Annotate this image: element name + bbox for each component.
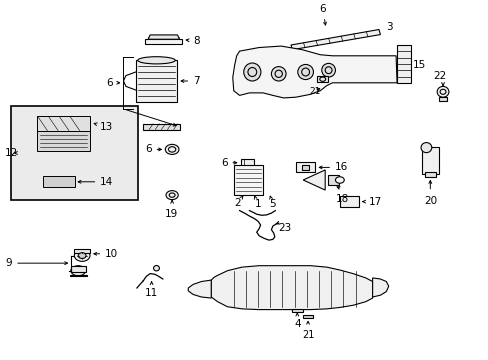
Text: 19: 19 (164, 209, 178, 219)
Ellipse shape (297, 64, 313, 80)
Ellipse shape (243, 63, 261, 81)
Bar (71, 266, 85, 272)
Ellipse shape (271, 67, 285, 81)
Bar (143, 124, 180, 130)
Polygon shape (148, 35, 179, 39)
Bar (240, 159, 254, 166)
Text: 20: 20 (423, 196, 436, 206)
Bar (43, 176, 74, 187)
Text: 7: 7 (181, 76, 200, 86)
Text: 1: 1 (254, 196, 261, 210)
Ellipse shape (153, 266, 159, 271)
Polygon shape (37, 131, 90, 151)
Bar (327, 175, 338, 185)
Bar (438, 97, 447, 101)
Polygon shape (303, 170, 325, 190)
Text: 3: 3 (386, 22, 392, 32)
Text: 18: 18 (335, 194, 348, 204)
Polygon shape (211, 266, 372, 310)
Ellipse shape (71, 266, 85, 276)
Ellipse shape (335, 177, 344, 183)
Text: 21: 21 (309, 87, 321, 96)
Polygon shape (145, 39, 182, 44)
Text: 5: 5 (269, 196, 276, 210)
Text: 22: 22 (432, 71, 446, 81)
Ellipse shape (78, 253, 86, 258)
Text: 15: 15 (412, 60, 425, 70)
Bar (11, 106, 138, 200)
Text: 6: 6 (220, 158, 236, 168)
Polygon shape (396, 45, 410, 83)
Bar (74, 249, 90, 253)
Text: 10: 10 (94, 249, 118, 259)
Bar (340, 196, 358, 207)
Bar (421, 147, 438, 174)
Text: 6: 6 (319, 4, 325, 25)
Ellipse shape (420, 143, 431, 153)
Ellipse shape (165, 144, 179, 154)
Bar (234, 165, 262, 195)
Bar (317, 76, 327, 82)
Ellipse shape (74, 250, 90, 261)
Text: 2: 2 (233, 195, 243, 208)
Polygon shape (37, 116, 90, 131)
Text: 23: 23 (277, 222, 290, 233)
Text: 21: 21 (301, 330, 314, 341)
Bar (291, 309, 302, 312)
Text: 11: 11 (144, 282, 158, 298)
Text: 13: 13 (94, 122, 113, 132)
Bar (303, 315, 312, 318)
Text: 17: 17 (362, 197, 382, 207)
Polygon shape (188, 280, 211, 298)
Polygon shape (70, 275, 86, 276)
Text: 9: 9 (5, 258, 67, 268)
Polygon shape (372, 278, 388, 297)
Ellipse shape (138, 57, 175, 64)
Bar (295, 162, 315, 172)
Text: 6: 6 (144, 144, 161, 154)
Ellipse shape (317, 80, 327, 86)
Text: 12: 12 (5, 148, 18, 158)
Text: 6: 6 (105, 78, 120, 88)
Polygon shape (290, 30, 380, 50)
Ellipse shape (165, 191, 178, 199)
Text: 14: 14 (78, 177, 113, 187)
Bar (424, 172, 435, 177)
Bar (136, 60, 177, 102)
Text: 8: 8 (186, 36, 200, 46)
Text: 4: 4 (293, 313, 300, 329)
Ellipse shape (321, 63, 335, 77)
Ellipse shape (436, 86, 448, 97)
Polygon shape (232, 46, 396, 98)
Text: 16: 16 (319, 162, 347, 172)
Bar (302, 165, 308, 170)
